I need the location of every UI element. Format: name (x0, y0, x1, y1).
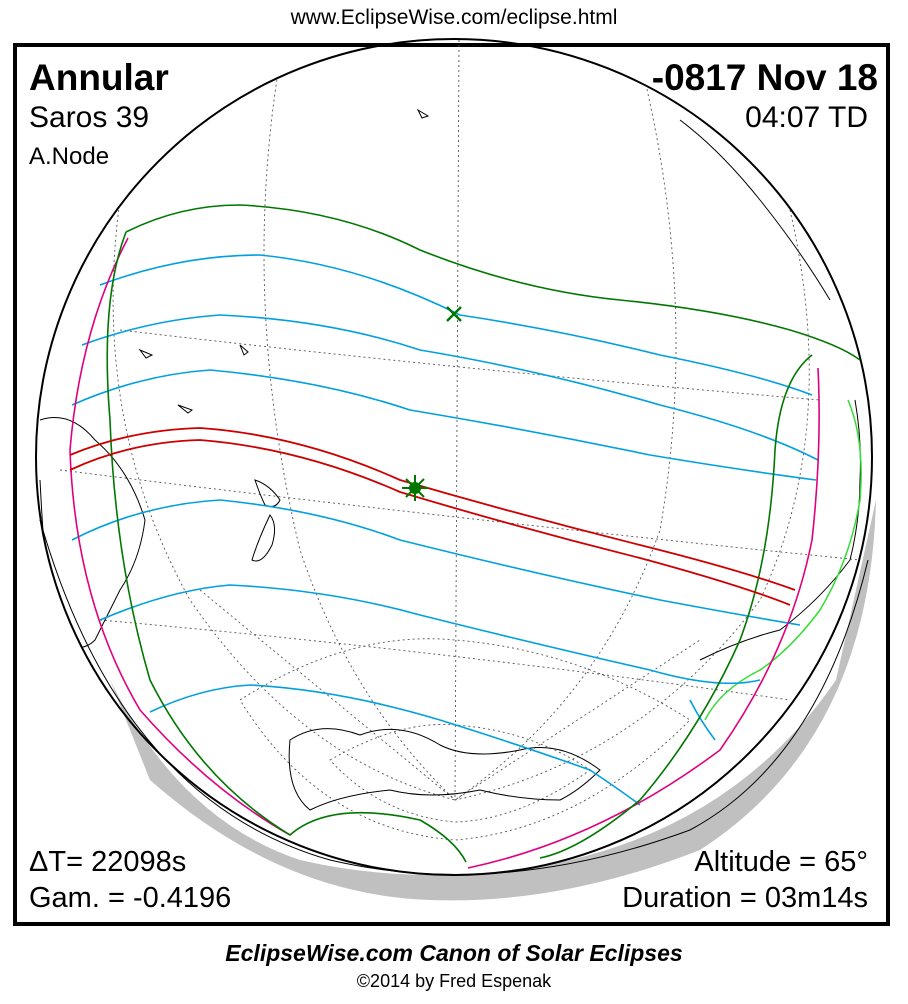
central-duration: Duration = 03m14s (622, 882, 868, 914)
subsolar-point-x-icon (446, 306, 462, 322)
penumbral-limits (106, 204, 861, 863)
meridian-2 (454, 59, 677, 801)
eclipse-date: -0817 Nov 18 (651, 57, 878, 98)
central-path (69, 427, 796, 606)
night-shade (110, 500, 876, 901)
meridian-4 (454, 209, 810, 801)
coast-australia (39, 417, 146, 648)
terminator-line (39, 519, 869, 876)
magnitude-curve-7 (689, 699, 716, 741)
coast-antarctica (288, 728, 601, 811)
eclipse-type: Annular (29, 57, 169, 98)
copyright: ©2014 by Fred Espenak (356, 971, 552, 991)
diagonal-grid (199, 589, 701, 801)
canon-title: EclipseWise.com Canon of Solar Eclipses (225, 940, 683, 966)
magnitude-curve-2 (81, 314, 819, 461)
gamma: Gam. = -0.4196 (29, 882, 232, 914)
greatest-eclipse-star-icon (402, 475, 428, 501)
east-penumbral-limit (539, 354, 813, 859)
delta-t: ΔT= 22098s (29, 846, 187, 878)
central-path-north-limit (69, 427, 796, 591)
magnitude-curve-6 (149, 684, 641, 806)
graticule (59, 39, 861, 841)
saros-number: Saros 39 (29, 101, 150, 134)
north-penumbral-limit (125, 204, 861, 361)
meridian-3 (112, 199, 456, 801)
magnitude-curves (71, 254, 819, 806)
coast-new-caledonia (177, 404, 194, 414)
coast-north-america (679, 119, 831, 301)
header-url[interactable]: www.EclipseWise.com/eclipse.html (290, 6, 618, 29)
meridian-1 (263, 59, 456, 801)
sunrise-curve (69, 237, 291, 836)
globe-outline (35, 38, 873, 876)
meridian-0 (454, 39, 460, 801)
magnitude-curve-1 (99, 254, 813, 396)
polar-circle (239, 638, 691, 841)
coast-highlight-south-america (704, 399, 862, 721)
polar-circle-inner (329, 724, 591, 823)
magnitude-curve-3 (71, 369, 817, 481)
coast-hawaii (416, 108, 430, 119)
parallel-1 (119, 329, 821, 401)
sun-altitude: Altitude = 65° (694, 846, 868, 878)
parallel-3 (99, 619, 791, 701)
coast-islands-2 (239, 344, 249, 356)
coast-islands-1 (138, 348, 154, 359)
eclipse-node: A.Node (29, 143, 110, 170)
eclipse-time: 04:07 TD (745, 101, 868, 134)
west-penumbral-limit (106, 231, 467, 863)
sunset-curve (467, 367, 820, 869)
central-path-south-limit (69, 439, 791, 606)
coastlines (39, 108, 861, 811)
magnitude-curve-4 (71, 499, 801, 626)
parallel-2 (59, 469, 861, 561)
coast-new-zealand-north (254, 479, 281, 508)
sunrise-sunset-curves (69, 237, 820, 869)
magnitude-curve-5 (99, 584, 761, 685)
coast-new-zealand-south (251, 514, 276, 562)
